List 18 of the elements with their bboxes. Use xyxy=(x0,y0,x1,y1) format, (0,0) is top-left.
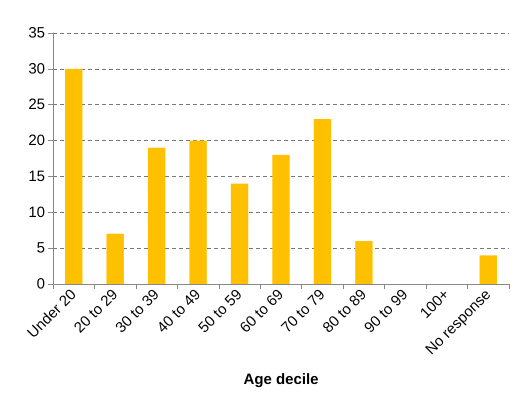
bar xyxy=(189,140,207,284)
bar xyxy=(65,68,82,284)
bar xyxy=(148,148,166,284)
y-tick-label: 15 xyxy=(28,168,45,185)
y-tick-label: 5 xyxy=(36,240,45,257)
y-tick-label: 10 xyxy=(28,204,45,221)
bar xyxy=(480,255,497,284)
bar xyxy=(272,154,290,284)
bar xyxy=(106,234,124,284)
bar xyxy=(355,240,373,284)
x-axis-title: Age decile xyxy=(243,371,319,388)
y-tick-label: 20 xyxy=(28,132,45,150)
y-tick-label: 0 xyxy=(36,276,45,292)
bar xyxy=(230,184,248,284)
bar xyxy=(314,119,332,284)
y-tick-label: 35 xyxy=(28,24,45,42)
y-tick-label: 30 xyxy=(28,60,45,78)
y-tick-label: 25 xyxy=(28,96,45,114)
